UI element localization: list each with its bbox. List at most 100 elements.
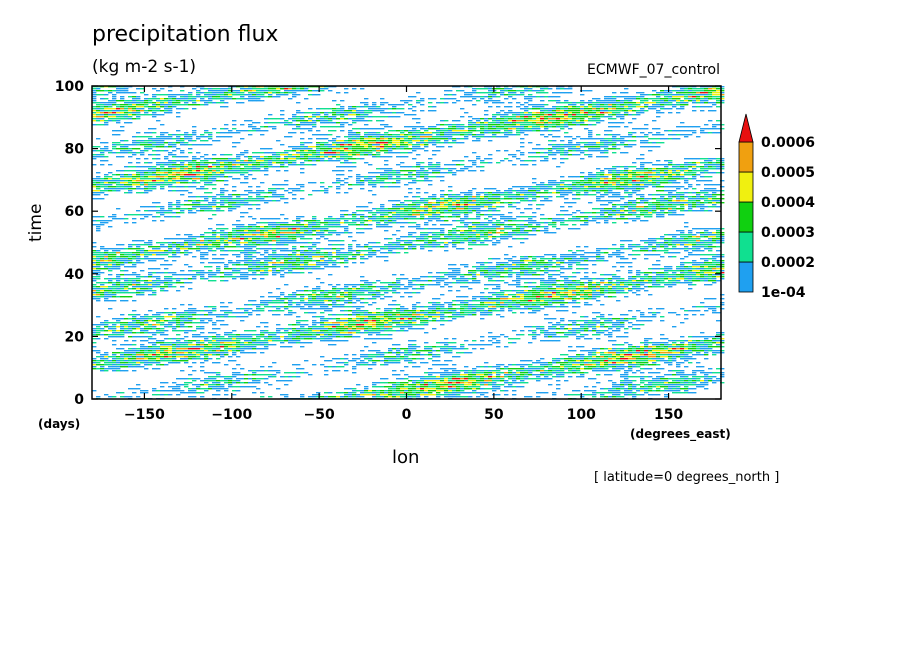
precip-cell <box>488 92 493 94</box>
precip-cell <box>268 156 273 158</box>
precip-cell <box>488 128 493 130</box>
precip-cell <box>288 162 293 164</box>
precip-cell <box>552 140 557 142</box>
precip-cell <box>292 150 297 152</box>
precip-cell <box>176 182 181 184</box>
precip-cell <box>140 178 145 180</box>
precip-cell <box>92 94 97 96</box>
precip-cell <box>348 124 353 126</box>
precip-cell <box>676 164 681 166</box>
precip-cell <box>616 188 621 190</box>
precip-cell <box>188 192 193 194</box>
precip-cell <box>424 146 429 148</box>
precip-cell <box>624 102 629 104</box>
precip-cell <box>124 118 129 120</box>
precip-cell <box>688 94 693 96</box>
precip-cell <box>120 170 125 172</box>
precip-cell <box>536 126 541 128</box>
precip-cell <box>612 200 617 202</box>
precip-cell <box>292 116 297 118</box>
precip-cell <box>140 206 145 208</box>
precip-cell <box>108 172 113 174</box>
precip-cell <box>424 204 429 206</box>
latitude-note: [ latitude=0 degrees_north ] <box>594 470 780 485</box>
precip-cell <box>408 96 413 98</box>
precip-cell <box>656 202 661 204</box>
precip-cell <box>520 196 525 198</box>
precip-cell <box>572 114 577 116</box>
precip-cell <box>684 182 689 184</box>
precip-cell <box>304 150 309 152</box>
precip-cell <box>392 138 397 140</box>
precip-cell <box>496 124 501 126</box>
precip-cell <box>112 120 117 122</box>
precip-cell <box>632 166 637 168</box>
precip-cell <box>600 200 605 202</box>
precip-cell <box>532 126 537 128</box>
precip-cell <box>372 182 377 184</box>
precip-cell <box>628 192 633 194</box>
precip-cell <box>360 114 365 116</box>
precip-cell <box>572 182 577 184</box>
precip-cell <box>360 138 365 140</box>
precip-cell <box>708 172 713 174</box>
precip-cell <box>260 126 265 128</box>
precip-cell <box>544 156 549 158</box>
precip-cell <box>192 144 197 146</box>
precip-cell <box>240 124 245 126</box>
precip-cell <box>544 218 549 220</box>
precip-cell <box>512 118 517 120</box>
precip-cell <box>336 180 341 182</box>
precip-cell <box>612 172 617 174</box>
precip-cell <box>388 142 393 144</box>
precip-cell <box>696 200 701 202</box>
precip-cell <box>444 202 449 204</box>
precip-cell <box>648 170 653 172</box>
precip-cell <box>336 182 341 184</box>
precip-cell <box>660 186 665 188</box>
precip-cell <box>600 108 605 110</box>
precip-cell <box>224 170 229 172</box>
precip-cell <box>508 218 513 220</box>
precip-cell <box>112 100 117 102</box>
precip-cell <box>344 214 349 216</box>
precip-cell <box>160 146 165 148</box>
precip-cell <box>408 216 413 218</box>
precip-cell <box>708 210 713 212</box>
precip-cell <box>176 208 181 210</box>
precip-cell <box>444 128 449 130</box>
precip-cell <box>272 188 277 190</box>
precip-cell <box>656 206 661 208</box>
precip-cell <box>404 184 409 186</box>
precip-cell <box>608 168 613 170</box>
precip-cell <box>104 178 109 180</box>
precip-cell <box>556 146 561 148</box>
precip-cell <box>680 204 685 206</box>
precip-cell <box>688 166 693 168</box>
precip-cell <box>288 150 293 152</box>
precip-cell <box>456 120 461 122</box>
precip-cell <box>544 192 549 194</box>
precip-cell <box>588 104 593 106</box>
precip-cell <box>200 100 205 102</box>
precip-cell <box>188 92 193 94</box>
precip-cell <box>528 126 533 128</box>
precip-cell <box>664 98 669 100</box>
precip-cell <box>104 180 109 182</box>
precip-cell <box>264 168 269 170</box>
precip-cell <box>424 180 429 182</box>
precip-cell <box>416 210 421 212</box>
precip-cell <box>416 144 421 146</box>
precip-cell <box>600 182 605 184</box>
precip-cell <box>336 92 341 94</box>
precip-cell <box>424 210 429 212</box>
precip-cell <box>516 190 521 192</box>
precip-cell <box>264 96 269 98</box>
precip-cell <box>236 102 241 104</box>
precip-cell <box>524 186 529 188</box>
precip-cell <box>472 170 477 172</box>
precip-cell <box>624 114 629 116</box>
precip-cell <box>164 138 169 140</box>
precip-cell <box>464 194 469 196</box>
precip-cell <box>180 94 185 96</box>
